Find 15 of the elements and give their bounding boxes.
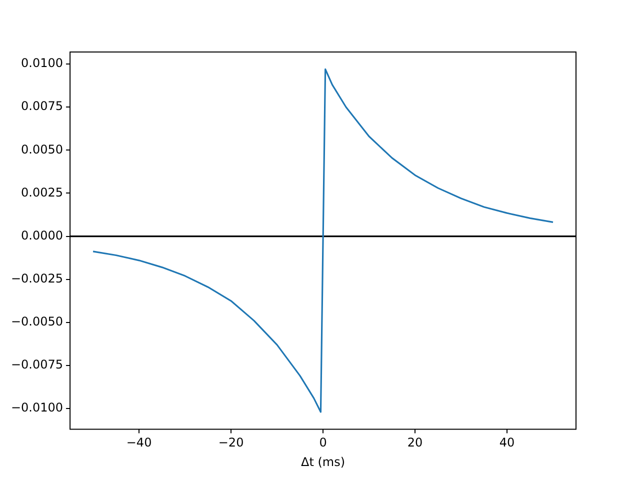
y-tick-label: 0.0100 [21,56,64,70]
y-tick-label: 0.0075 [21,99,64,114]
y-tick-label: −0.0100 [10,400,64,415]
x-axis-title: Δt (ms) [301,454,346,469]
y-tick-label: −0.0075 [10,358,64,372]
x-tick-label: 40 [499,436,515,450]
y-tick-label: −0.0025 [10,271,64,286]
x-tick-label: −20 [218,436,244,450]
x-tick-label: 0 [319,436,327,450]
y-tick-label: −0.0050 [10,314,64,329]
y-tick-label: 0.0000 [21,228,64,242]
y-tick-label: 0.0050 [21,142,64,156]
x-tick-label: −40 [126,436,152,450]
x-tick-label: 20 [407,436,423,450]
y-tick-label: 0.0025 [21,185,64,200]
